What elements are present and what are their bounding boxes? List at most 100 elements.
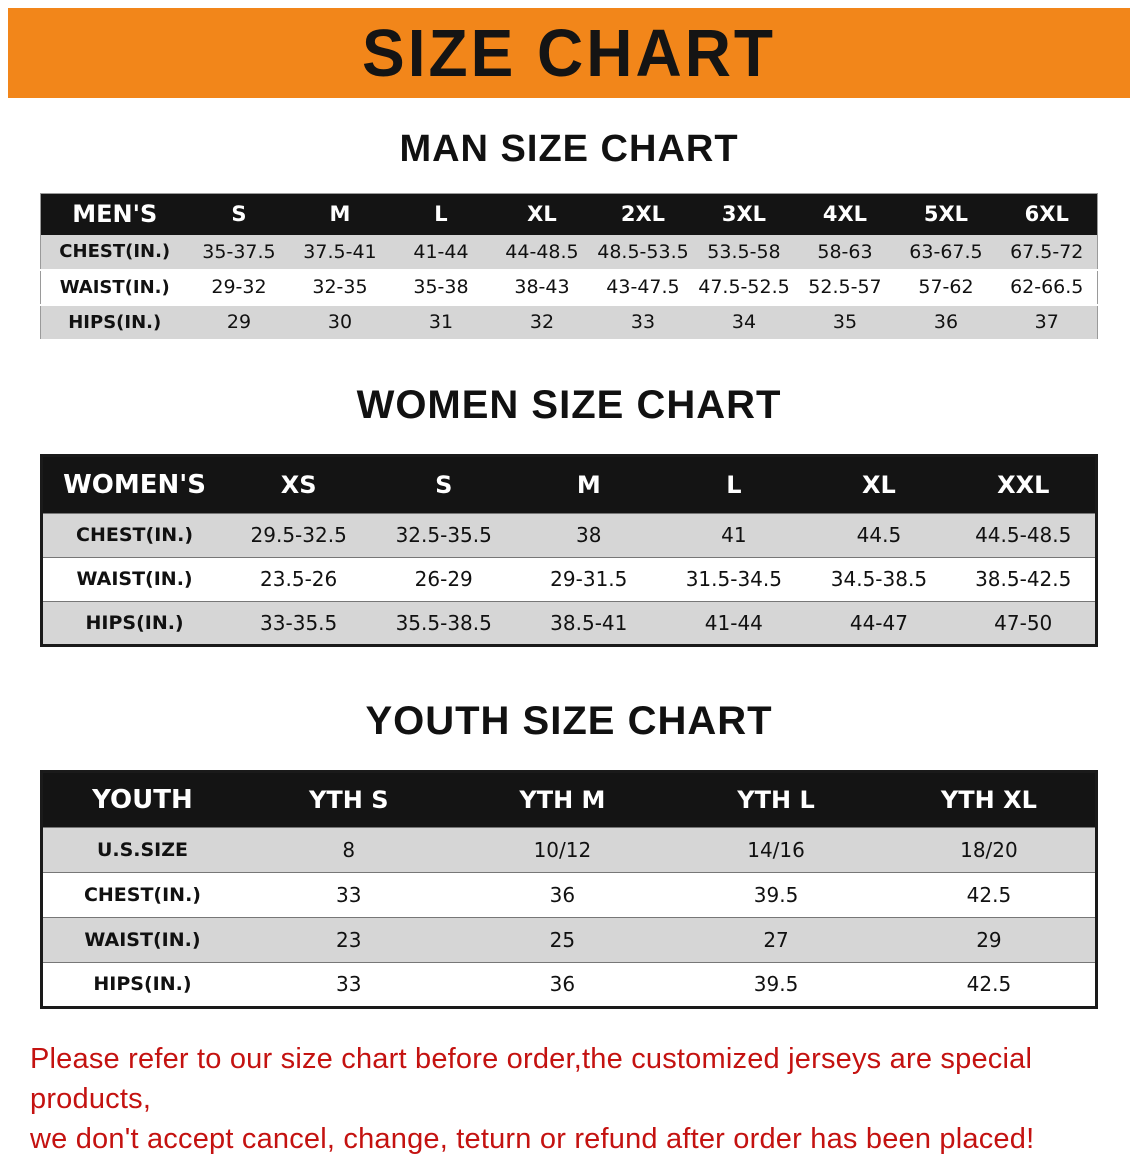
value-cell: 44-48.5 xyxy=(491,234,593,271)
value-cell: 44.5-48.5 xyxy=(951,512,1097,557)
disclaimer: Please refer to our size chart before or… xyxy=(30,1039,1138,1159)
youth-size-chart-section: YOUTH SIZE CHART YOUTH YTH S YTH M YTH L YTH… xyxy=(0,699,1138,1009)
value-cell: 23 xyxy=(241,916,456,962)
table-row: HIPS(IN.) 33-35.5 35.5-38.5 38.5-41 41-44 44-… xyxy=(41,600,1097,645)
size-header-cell: M xyxy=(289,193,391,235)
row-label-cell: CHEST(IN.) xyxy=(41,871,242,917)
value-cell: 14/16 xyxy=(669,826,883,872)
size-header-cell: 5XL xyxy=(895,193,997,235)
size-header-cell: 4XL xyxy=(794,193,896,235)
value-cell: 37.5-41 xyxy=(289,234,391,271)
women-size-table: WOMEN'S XS S M L XL XXL CHEST(IN.) 29.5-32.5 32.5… xyxy=(40,453,1098,647)
value-cell: 29-32 xyxy=(188,269,290,306)
size-header-cell: 3XL xyxy=(693,193,795,235)
value-cell: 63-67.5 xyxy=(895,234,997,271)
table-row: CHEST(IN.) 35-37.5 37.5-41 41-44 44-48.5 48.5… xyxy=(40,234,1098,271)
size-header-cell: M xyxy=(516,455,662,513)
table-row: CHEST(IN.) 29.5-32.5 32.5-35.5 38 41 44.5 44.5… xyxy=(41,512,1097,557)
value-cell: 57-62 xyxy=(895,269,997,306)
value-cell: 36 xyxy=(455,961,670,1007)
size-header-cell: 2XL xyxy=(592,193,694,235)
size-header-cell: YTH XL xyxy=(882,771,1097,827)
value-cell: 67.5-72 xyxy=(996,234,1098,271)
value-cell: 35.5-38.5 xyxy=(371,600,517,645)
value-cell: 35-38 xyxy=(390,269,492,306)
row-label-cell: WAIST(IN.) xyxy=(41,556,227,601)
value-cell: 47-50 xyxy=(951,600,1097,645)
value-cell: 42.5 xyxy=(882,961,1097,1007)
size-header-cell: YTH M xyxy=(455,771,670,827)
value-cell: 36 xyxy=(455,871,670,917)
value-cell: 10/12 xyxy=(455,826,670,872)
row-label-cell: U.S.SIZE xyxy=(41,826,242,872)
value-cell: 31.5-34.5 xyxy=(661,556,807,601)
value-cell: 25 xyxy=(455,916,670,962)
row-label-cell: HIPS(IN.) xyxy=(40,304,189,341)
table-row: WAIST(IN.) 23.5-26 26-29 29-31.5 31.5-34.5 34… xyxy=(41,556,1097,601)
size-header-cell: L xyxy=(390,193,492,235)
size-header-cell: S xyxy=(371,455,517,513)
value-cell: 41 xyxy=(661,512,807,557)
value-cell: 53.5-58 xyxy=(693,234,795,271)
size-header-cell: XL xyxy=(491,193,593,235)
youth-size-table: YOUTH YTH S YTH M YTH L YTH XL U.S.SIZE 8 10/12… xyxy=(40,769,1098,1009)
value-cell: 39.5 xyxy=(669,871,883,917)
banner-title: SIZE CHART xyxy=(362,15,776,91)
man-size-chart-section: MAN SIZE CHART MEN'S S M L XL 2XL 3XL 4XL 5XL 6XL… xyxy=(0,128,1138,341)
table-row: HIPS(IN.) 33 36 39.5 42.5 xyxy=(41,961,1097,1007)
value-cell: 38.5-41 xyxy=(516,600,662,645)
row-label-cell: WAIST(IN.) xyxy=(41,916,242,962)
youth-size-chart-title: YOUTH SIZE CHART xyxy=(365,698,773,743)
value-cell: 58-63 xyxy=(794,234,896,271)
row-label-cell: CHEST(IN.) xyxy=(41,512,227,557)
value-cell: 47.5-52.5 xyxy=(693,269,795,306)
value-cell: 44-47 xyxy=(806,600,952,645)
value-cell: 33 xyxy=(241,871,456,917)
size-header-cell: 6XL xyxy=(996,193,1098,235)
size-header-cell: S xyxy=(188,193,290,235)
value-cell: 36 xyxy=(895,304,997,341)
value-cell: 38 xyxy=(516,512,662,557)
size-header-cell: XS xyxy=(226,455,372,513)
value-cell: 30 xyxy=(289,304,391,341)
row-label-cell: WAIST(IN.) xyxy=(40,269,189,306)
value-cell: 43-47.5 xyxy=(592,269,694,306)
value-cell: 32-35 xyxy=(289,269,391,306)
size-chart-banner: SIZE CHART xyxy=(8,8,1130,98)
value-cell: 34.5-38.5 xyxy=(806,556,952,601)
value-cell: 38.5-42.5 xyxy=(951,556,1097,601)
value-cell: 62-66.5 xyxy=(996,269,1098,306)
size-header-cell: YTH S xyxy=(241,771,456,827)
size-header-cell: L xyxy=(661,455,807,513)
value-cell: 38-43 xyxy=(491,269,593,306)
value-cell: 18/20 xyxy=(882,826,1097,872)
value-cell: 33-35.5 xyxy=(226,600,372,645)
value-cell: 27 xyxy=(669,916,883,962)
header-row: WOMEN'S XS S M L XL XXL xyxy=(41,455,1097,513)
value-cell: 29 xyxy=(882,916,1097,962)
value-cell: 39.5 xyxy=(669,961,883,1007)
value-cell: 42.5 xyxy=(882,871,1097,917)
value-cell: 29-31.5 xyxy=(516,556,662,601)
value-cell: 8 xyxy=(241,826,456,872)
value-cell: 41-44 xyxy=(390,234,492,271)
value-cell: 23.5-26 xyxy=(226,556,372,601)
value-cell: 35-37.5 xyxy=(188,234,290,271)
value-cell: 52.5-57 xyxy=(794,269,896,306)
size-header-cell: XL xyxy=(806,455,952,513)
disclaimer-line-2: we don't accept cancel, change, teturn o… xyxy=(30,1122,1035,1155)
value-cell: 41-44 xyxy=(661,600,807,645)
value-cell: 31 xyxy=(390,304,492,341)
header-row: YOUTH YTH S YTH M YTH L YTH XL xyxy=(41,771,1097,827)
row-label-cell: HIPS(IN.) xyxy=(41,961,242,1007)
value-cell: 32 xyxy=(491,304,593,341)
value-cell: 35 xyxy=(794,304,896,341)
row-label-cell: HIPS(IN.) xyxy=(41,600,227,645)
table-title-cell: WOMEN'S xyxy=(41,455,227,513)
value-cell: 26-29 xyxy=(371,556,517,601)
women-size-chart-title: WOMEN SIZE CHART xyxy=(356,382,782,427)
value-cell: 33 xyxy=(592,304,694,341)
table-row: HIPS(IN.) 29 30 31 32 33 34 35 36 37 xyxy=(40,304,1098,341)
table-row: WAIST(IN.) 29-32 32-35 35-38 38-43 43-47.5 47.… xyxy=(40,269,1098,306)
table-title-cell: YOUTH xyxy=(41,771,242,827)
